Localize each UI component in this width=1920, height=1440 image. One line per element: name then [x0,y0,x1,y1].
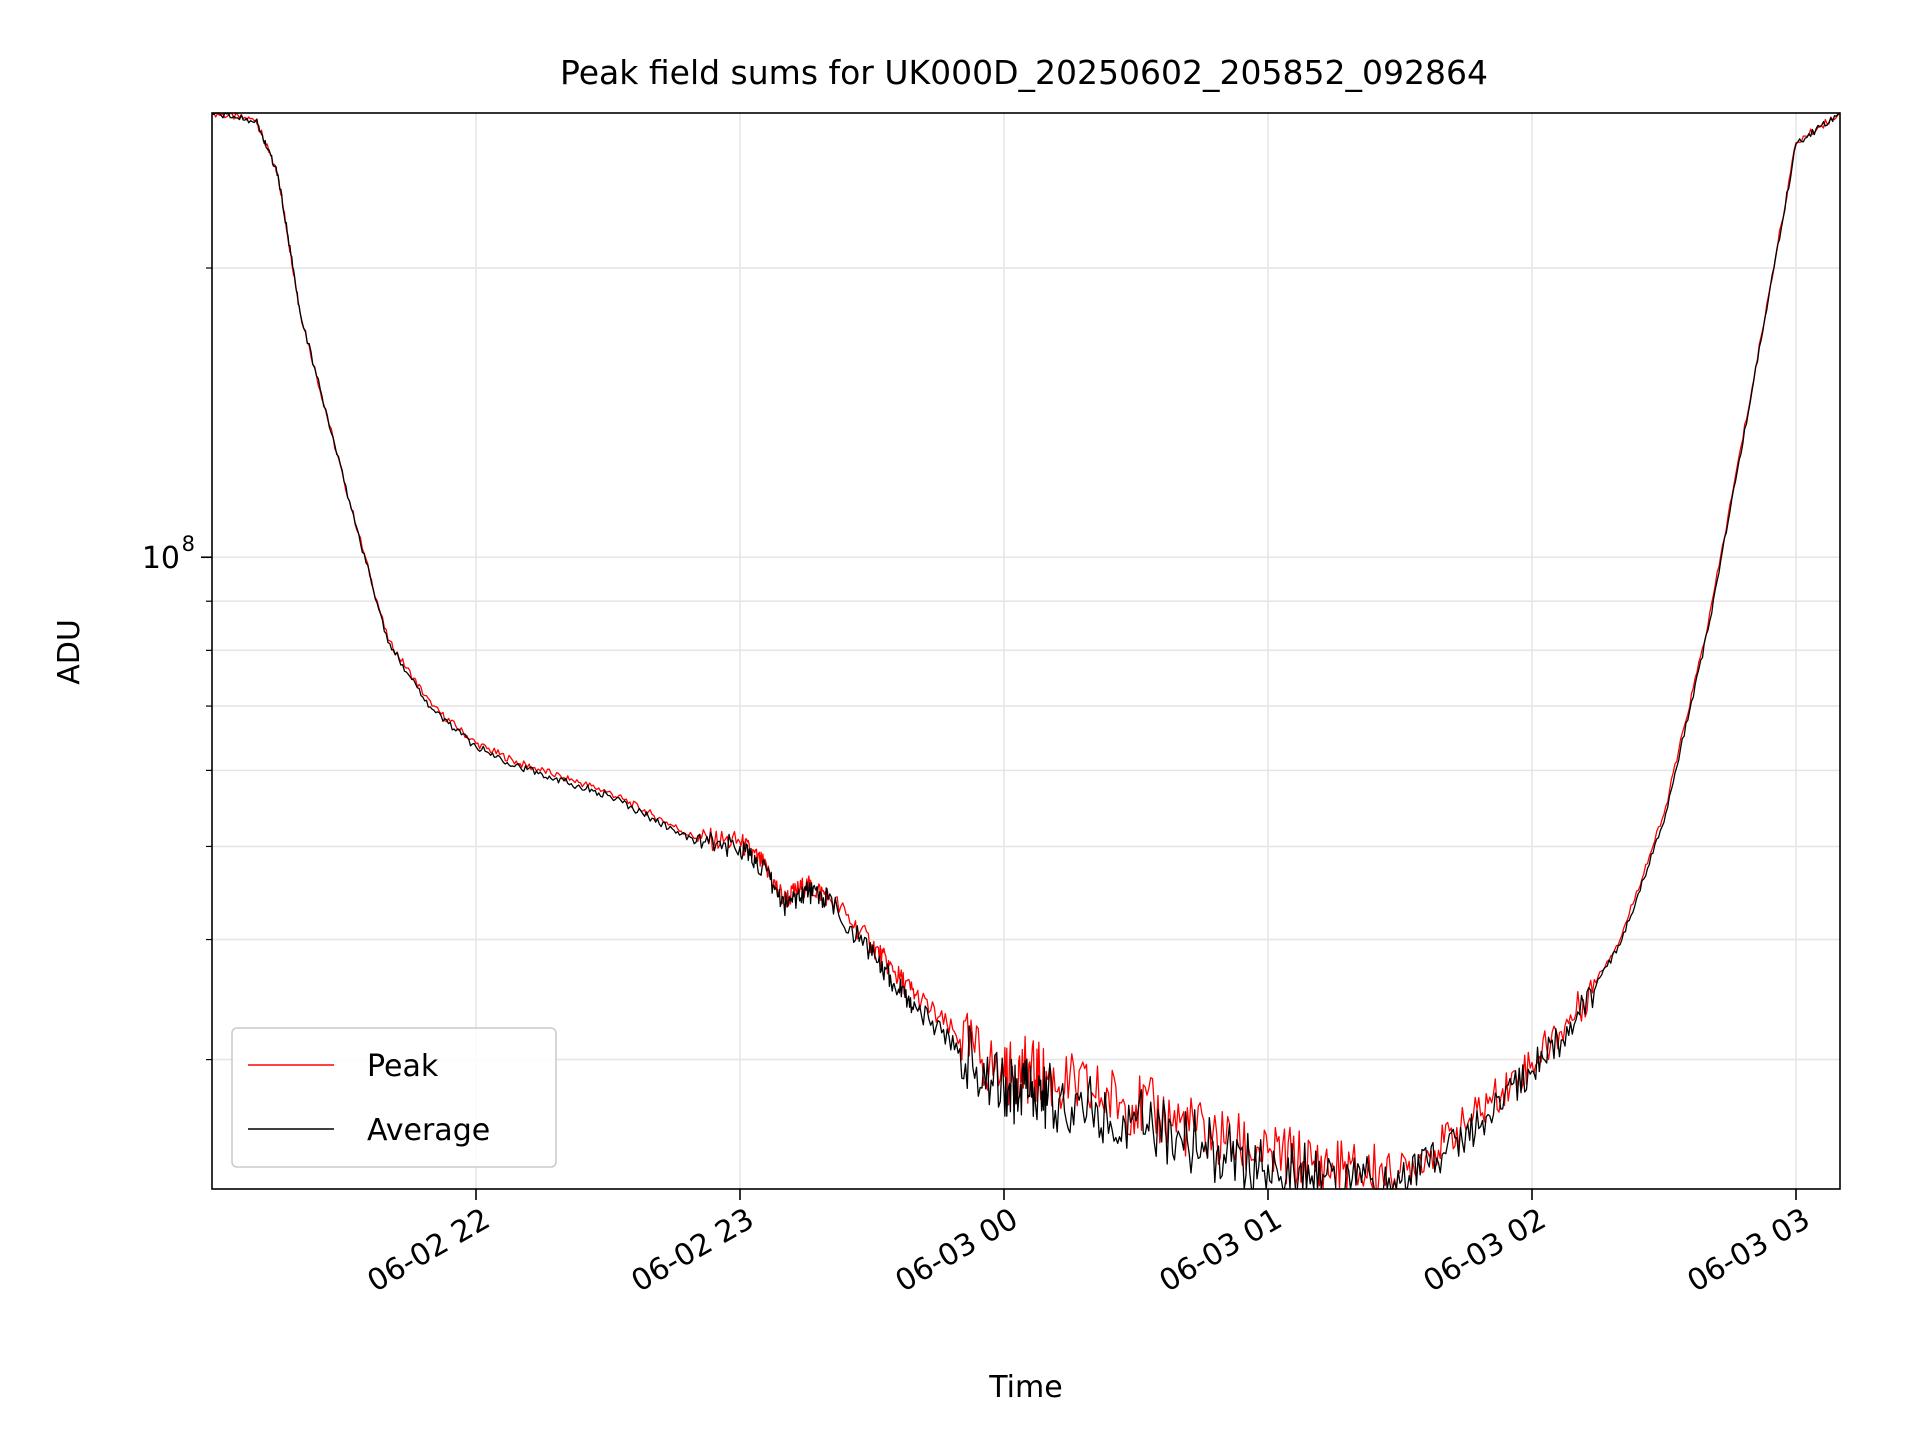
legend-label-peak: Peak [367,1049,439,1084]
plot-frame [211,112,1841,1190]
series-line-average [211,112,1841,1190]
series-line-peak [212,112,1841,1190]
chart-title: Peak field sums for UK000D_20250602_2058… [560,53,1488,92]
legend: Peak Average [231,1027,557,1168]
grid [212,113,1840,1189]
y-axis-label: ADU [52,619,87,685]
series-layer [211,112,1841,1190]
y-tick-label-exponent: 8 [182,532,195,556]
y-tick-label: 10 [142,541,180,576]
x-axis-label: Time [988,1370,1062,1405]
legend-label-average: Average [367,1113,490,1148]
legend-box [231,1027,557,1168]
